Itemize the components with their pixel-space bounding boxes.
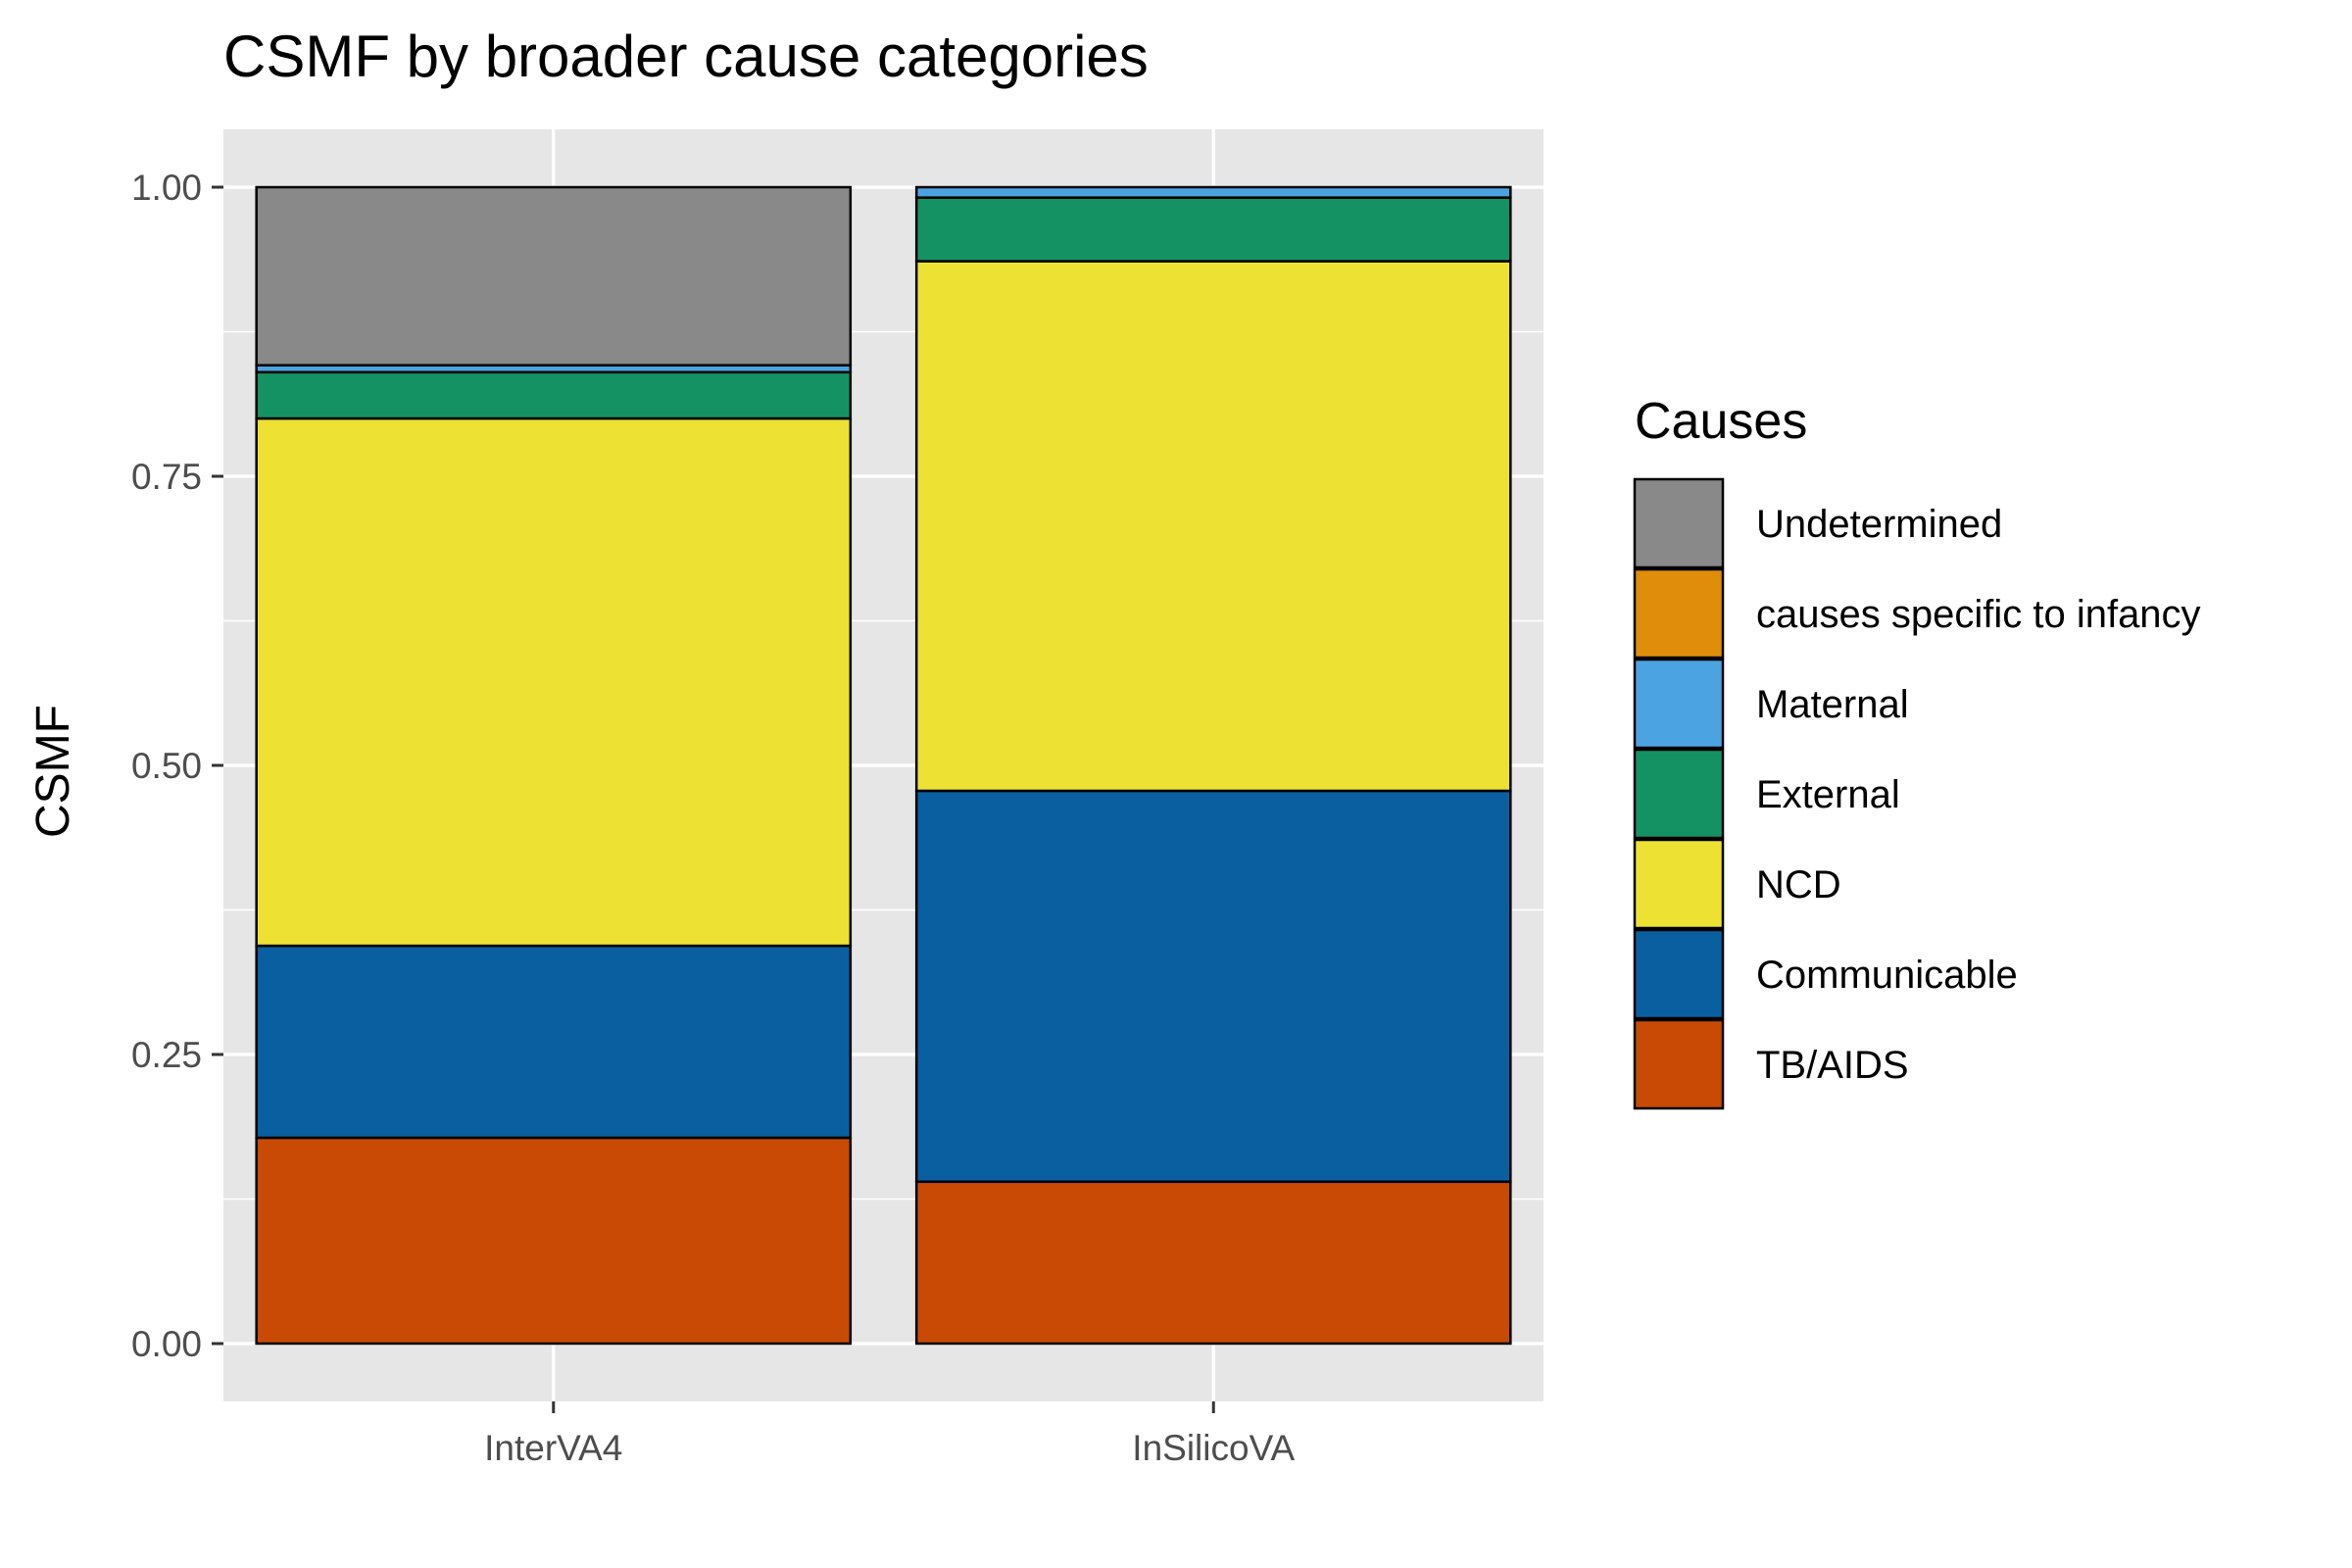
legend-label-external: External <box>1756 773 1900 816</box>
bar-segment-tb-aids-insilicova <box>914 1180 1512 1346</box>
bar-segment-ncd-insilicova <box>914 260 1512 793</box>
y-axis-title: CSMF <box>27 705 79 838</box>
x-tick-label: InterVA4 <box>484 1428 622 1468</box>
legend-label-tb-aids: TB/AIDS <box>1756 1044 1909 1087</box>
legend-swatch-ncd <box>1633 838 1725 930</box>
x-tick-label: InSilicoVA <box>1132 1428 1295 1468</box>
legend-swatch-tb-aids <box>1633 1018 1725 1110</box>
legend-swatch-maternal <box>1633 658 1725 750</box>
legend-label-ncd: NCD <box>1756 863 1841 906</box>
bar-segment-external-insilicova <box>914 196 1512 263</box>
legend-label-maternal: Maternal <box>1756 683 1909 726</box>
bar-segment-ncd-interva4 <box>255 416 853 948</box>
y-tick-label: 0.50 <box>131 746 202 786</box>
legend-swatch-communicable <box>1633 928 1725 1020</box>
y-tick-label: 0.25 <box>131 1035 202 1075</box>
chart-title: CSMF by broader cause categories <box>223 24 1149 89</box>
legend-label-undetermined: Undetermined <box>1756 503 2002 546</box>
legend-label-causes-specific-to-infancy: causes specific to infancy <box>1756 593 2201 636</box>
legend-title: Causes <box>1635 393 1807 450</box>
bar-segment-communicable-interva4 <box>255 944 853 1140</box>
y-tick-label: 0.00 <box>131 1324 202 1364</box>
legend-label-communicable: Communicable <box>1756 954 2018 997</box>
legend-swatch-external <box>1633 748 1725 840</box>
y-tick-label: 1.00 <box>131 168 202 208</box>
legend-swatch-undetermined <box>1633 477 1725 569</box>
bar-segment-communicable-insilicova <box>914 789 1512 1184</box>
bar-segment-maternal-insilicova <box>914 185 1512 199</box>
bar-segment-tb-aids-interva4 <box>255 1136 853 1346</box>
y-tick-label: 0.75 <box>131 457 202 497</box>
bar-segment-external-interva4 <box>255 370 853 420</box>
legend: Undetermined causes specific to infancy Ma… <box>1633 477 2201 1110</box>
bar-segment-undetermined-interva4 <box>255 185 853 367</box>
legend-swatch-causes-specific-to-infancy <box>1633 567 1725 660</box>
plot-area: 0.00 0.25 0.50 0.75 1.00 InterVA4 InSilicoVA <box>131 129 1544 1468</box>
